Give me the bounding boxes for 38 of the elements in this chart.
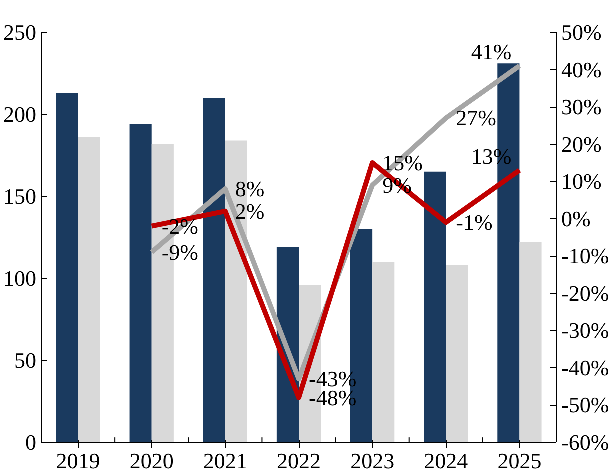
bar [78,137,100,442]
x-tick-label: 2020 [130,448,174,471]
y2-tick-label: -20% [562,280,610,306]
y-tick-label: 100 [4,266,36,291]
bar [203,98,226,442]
data-label: 15% [382,150,423,176]
y2-tick-label: 50% [562,20,602,45]
y2-tick-label: 30% [562,94,602,120]
bar [446,265,468,442]
data-label: 27% [456,106,496,131]
bar [520,242,542,442]
y2-tick-label: 40% [562,57,602,82]
x-tick-label: 2021 [203,448,248,471]
y2-tick-label: 0% [562,206,591,232]
bar [424,172,446,442]
y2-tick-label: -30% [562,318,610,344]
y2-tick-label: -40% [562,355,610,380]
bar [56,93,78,442]
y-tick-label: 0 [26,430,36,455]
x-tick-label: 2019 [56,448,100,471]
x-tick-label: 2022 [277,448,321,471]
data-label: -1% [456,210,493,236]
y-tick-label: 200 [4,102,36,127]
y-tick-label: 150 [4,184,36,209]
data-label: -9% [162,240,199,265]
y-tick-label: 50 [14,348,36,373]
x-tick-label: 2024 [424,448,468,471]
y2-tick-label: -10% [562,244,610,269]
bar [130,124,152,442]
x-tick-label: 2023 [350,448,395,471]
y2-tick-label: 10% [562,169,602,194]
data-label: 41% [471,40,512,65]
x-tick-label: 2025 [498,448,542,471]
y-tick-label: 250 [4,20,36,45]
y2-tick-label: -60% [562,430,610,455]
y2-tick-label: 20% [562,132,602,157]
bar [372,262,395,442]
y2-tick-label: -50% [562,392,610,418]
